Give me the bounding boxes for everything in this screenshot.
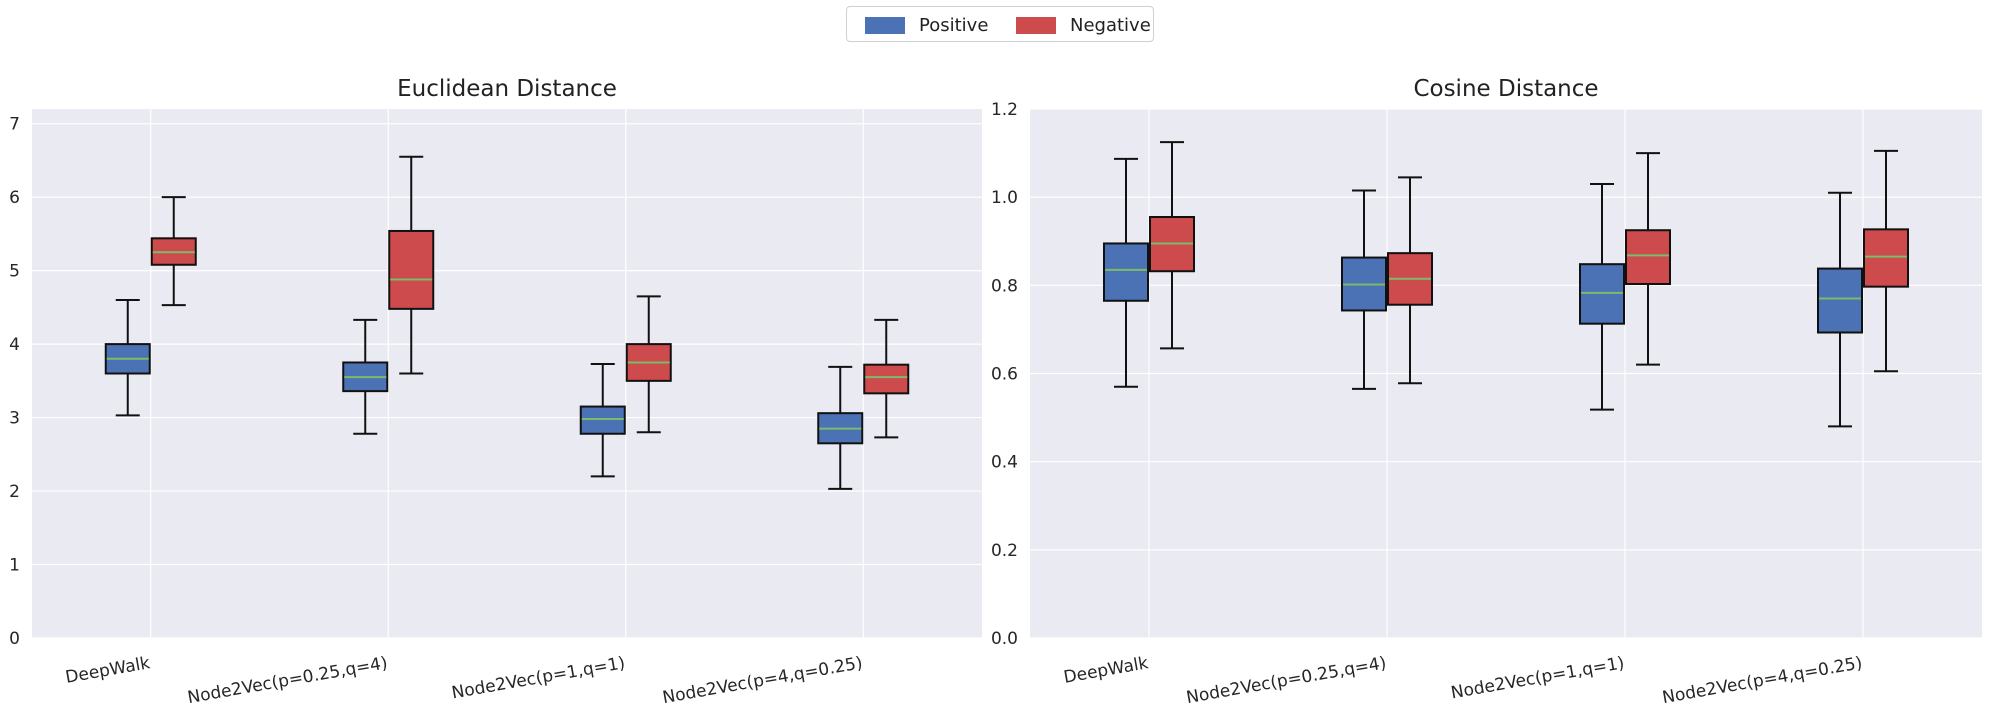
box-iqr: [1103, 242, 1149, 302]
x-tick-label: Node2Vec(p=1,q=1): [1449, 653, 1625, 703]
y-tick-label: 0.2: [991, 541, 1018, 561]
box-iqr: [388, 229, 435, 310]
y-tick-label: 2: [9, 482, 20, 502]
y-tick-label: 0.6: [991, 365, 1018, 385]
box-positive-2: [342, 318, 389, 435]
box-iqr: [1579, 263, 1625, 325]
legend-item-negative: Negative: [1016, 14, 1151, 36]
box-negative-1: [150, 196, 197, 307]
box-negative-4: [1863, 149, 1909, 373]
y-tick-label: 0: [9, 629, 20, 649]
box-positive-4: [1817, 191, 1863, 428]
box-positive-2: [1341, 189, 1387, 390]
box-iqr: [1817, 267, 1863, 334]
chart-panel-2: 0.0 0.2 0.4 0.6 0.8 1.0 1.2 Cosine Distance Deep…: [991, 76, 1982, 708]
y-tick-label: 1.2: [991, 100, 1018, 120]
box-negative-4: [863, 318, 910, 439]
y-tick-label: 5: [9, 262, 20, 282]
box-negative-3: [1625, 152, 1671, 366]
box-positive-3: [579, 362, 626, 478]
x-tick-label: Node2Vec(p=1,q=1): [450, 653, 626, 703]
legend-swatch-negative: [1016, 16, 1056, 34]
y-tick-label: 7: [9, 115, 20, 135]
y-tick-label: 3: [9, 409, 20, 429]
y-tick-label: 4: [9, 335, 20, 355]
box-positive-4: [817, 365, 864, 490]
box-negative-2: [388, 155, 435, 375]
box-positive-3: [1579, 182, 1625, 411]
box-positive-1: [104, 299, 151, 417]
legend-label-negative: Negative: [1070, 14, 1151, 36]
box-negative-1: [1149, 141, 1195, 350]
y-tick-label: 1.0: [991, 188, 1018, 208]
legend-swatch-positive: [865, 16, 905, 34]
y-tick-label: 0.4: [991, 453, 1018, 473]
x-tick-label: Node2Vec(p=4,q=0.25): [1661, 653, 1864, 708]
legend-label-positive: Positive: [919, 14, 989, 36]
box-iqr: [1625, 229, 1671, 286]
y-tick-label: 0.8: [991, 276, 1018, 296]
chart-title: Cosine Distance: [1413, 76, 1598, 102]
chart-title: Euclidean Distance: [397, 76, 617, 102]
chart-panel-1: 0 1 2 3 4 5 6 7 Euclidean Distance DeepWalk Node2V…: [9, 76, 982, 708]
box-iqr: [863, 363, 910, 395]
y-tick-label: 1: [9, 556, 20, 576]
legend: Positive Negative: [846, 6, 1154, 42]
box-iqr: [579, 405, 626, 435]
legend-item-positive: Positive: [865, 14, 989, 36]
y-tick-label: 0.0: [991, 629, 1018, 649]
box-negative-2: [1387, 176, 1433, 385]
x-tick-label: DeepWalk: [1062, 653, 1150, 688]
y-tick-label: 6: [9, 188, 20, 208]
box-negative-3: [625, 295, 672, 434]
x-tick-label: Node2Vec(p=4,q=0.25): [661, 653, 864, 708]
x-tick-label: Node2Vec(p=0.25,q=4): [1185, 653, 1388, 708]
x-tick-label: Node2Vec(p=0.25,q=4): [186, 653, 389, 708]
box-iqr: [1863, 228, 1909, 288]
box-positive-1: [1103, 157, 1149, 388]
x-tick-label: DeepWalk: [64, 653, 152, 688]
